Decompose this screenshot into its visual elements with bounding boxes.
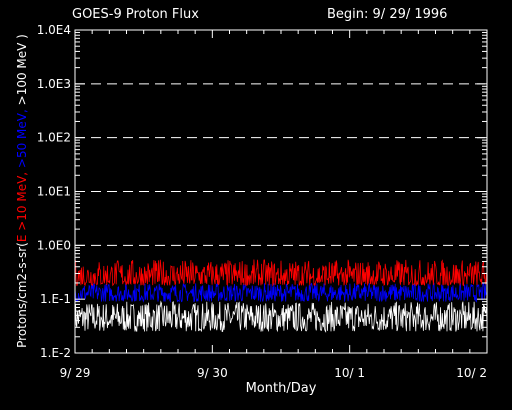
- y-axis-ticks: 1.0E4 1.0E3 1.0E2 1.0E1 1.0E0 1.E-1 1.E-2: [37, 23, 487, 360]
- gridlines: [75, 83, 487, 246]
- y-axis-label-part: E >10 MeV,: [15, 168, 29, 242]
- y-tick-label: 1.0E2: [37, 131, 71, 145]
- y-tick-label: 1.0E3: [37, 77, 71, 91]
- plot-frame: [74, 29, 488, 354]
- x-axis-label: Month/Day: [246, 381, 317, 396]
- y-tick-label: 1.E-1: [40, 292, 71, 306]
- y-axis-label: Protons/cm2-s-sr(E >10 MeV, >50 MeV, >10…: [15, 34, 29, 348]
- x-tick-label: 9/ 30: [197, 366, 228, 380]
- series-line: [74, 300, 488, 333]
- y-tick-label: 1.0E4: [37, 23, 71, 37]
- x-axis-ticks: 9/ 29 9/ 30 10/ 1 10/ 2: [60, 30, 488, 380]
- x-tick-label: 9/ 29: [60, 366, 91, 380]
- y-tick-label: 1.0E1: [37, 185, 71, 199]
- y-axis-label-part: >50 MeV,: [15, 105, 29, 168]
- series-layer: [74, 259, 488, 333]
- series-line: [74, 259, 488, 287]
- chart-title: GOES-9 Proton Flux: [72, 7, 199, 22]
- x-tick-label: 10/ 2: [456, 366, 487, 380]
- series-line: [74, 282, 488, 303]
- y-axis-label-part: >100 MeV ): [15, 34, 29, 105]
- y-axis-label-part: Protons/cm2-s-sr(: [15, 242, 29, 348]
- x-tick-label: 10/ 1: [334, 366, 365, 380]
- y-tick-label: 1.E-2: [40, 346, 71, 360]
- y-tick-label: 1.0E0: [37, 238, 71, 252]
- begin-date-label: Begin: 9/ 29/ 1996: [327, 7, 447, 22]
